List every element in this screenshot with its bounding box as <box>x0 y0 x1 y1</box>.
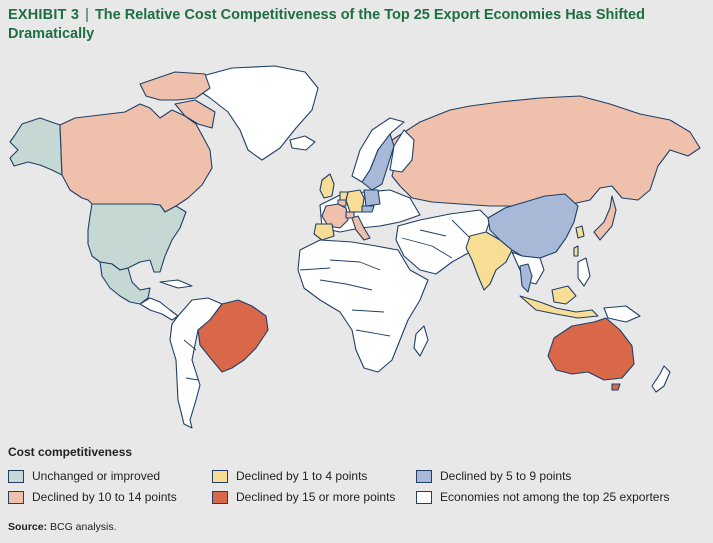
region-finland <box>389 129 415 173</box>
region-poland <box>363 189 381 207</box>
region-australia <box>547 317 635 381</box>
legend-swatch <box>416 490 432 504</box>
region-japan <box>593 195 617 241</box>
legend-swatch <box>212 469 228 483</box>
legend-item-not-top25: Economies not among the top 25 exporters <box>416 489 669 505</box>
region-cuba <box>159 279 193 289</box>
region-canada-islands <box>139 71 211 101</box>
region-papua <box>603 305 641 323</box>
region-netherlands <box>339 191 349 201</box>
region-uk <box>319 173 335 199</box>
world-map <box>9 65 701 429</box>
region-usa <box>87 203 187 273</box>
region-africa <box>297 239 429 373</box>
legend-item-declined-10-14: Declined by 10 to 14 points <box>8 489 177 505</box>
region-borneo <box>551 285 577 305</box>
region-canada <box>59 103 213 213</box>
region-korea <box>575 225 585 239</box>
region-italy <box>351 215 371 241</box>
legend-swatch <box>8 469 24 483</box>
region-mexico <box>99 261 151 305</box>
legend-item-declined-15-plus: Declined by 15 or more points <box>212 489 395 505</box>
region-thailand <box>519 263 533 293</box>
region-greenland <box>194 65 319 161</box>
region-new-zealand <box>651 365 671 393</box>
legend-item-declined-1-4: Declined by 1 to 4 points <box>212 468 367 484</box>
source-text: BCG analysis. <box>50 521 117 533</box>
region-baffin <box>174 99 216 129</box>
region-germany <box>345 189 365 213</box>
exhibit-title: EXHIBIT 3 | The Relative Cost Competitiv… <box>8 6 698 44</box>
legend-label: Declined by 1 to 4 points <box>236 469 368 483</box>
legend-label: Unchanged or improved <box>32 469 161 483</box>
source-note: Source: BCG analysis. <box>8 521 117 533</box>
legend-swatch <box>416 469 432 483</box>
title-separator: | <box>85 7 89 23</box>
country-borders <box>183 219 471 381</box>
region-spain <box>313 223 335 241</box>
region-taiwan <box>573 245 579 257</box>
source-label: Source: <box>8 521 48 533</box>
region-south-america <box>169 297 223 429</box>
legend-label: Declined by 10 to 14 points <box>32 490 177 504</box>
exhibit-number: EXHIBIT 3 <box>8 7 80 23</box>
legend-swatch <box>212 490 228 504</box>
legend-label: Economies not among the top 25 exporters <box>440 490 670 504</box>
legend-item-declined-5-9: Declined by 5 to 9 points <box>416 468 571 484</box>
legend-item-unchanged: Unchanged or improved <box>8 468 160 484</box>
region-tasmania <box>611 383 621 391</box>
region-china <box>487 193 579 259</box>
region-switzerland <box>345 211 355 219</box>
legend-title: Cost competitiveness <box>8 445 133 459</box>
region-india <box>465 231 513 291</box>
region-indonesia <box>519 295 599 319</box>
region-brazil <box>197 299 269 373</box>
legend-label: Declined by 5 to 9 points <box>440 469 572 483</box>
region-alaska <box>9 117 63 176</box>
legend-label: Declined by 15 or more points <box>236 490 396 504</box>
region-iceland <box>289 135 316 151</box>
region-france <box>321 203 349 229</box>
exhibit-heading: The Relative Cost Competitiveness of the… <box>8 7 645 42</box>
legend-swatch <box>8 490 24 504</box>
region-philippines <box>577 257 591 287</box>
region-madagascar <box>413 325 429 357</box>
region-central-america <box>139 297 179 321</box>
region-russia <box>391 95 701 207</box>
region-czech <box>361 205 375 213</box>
